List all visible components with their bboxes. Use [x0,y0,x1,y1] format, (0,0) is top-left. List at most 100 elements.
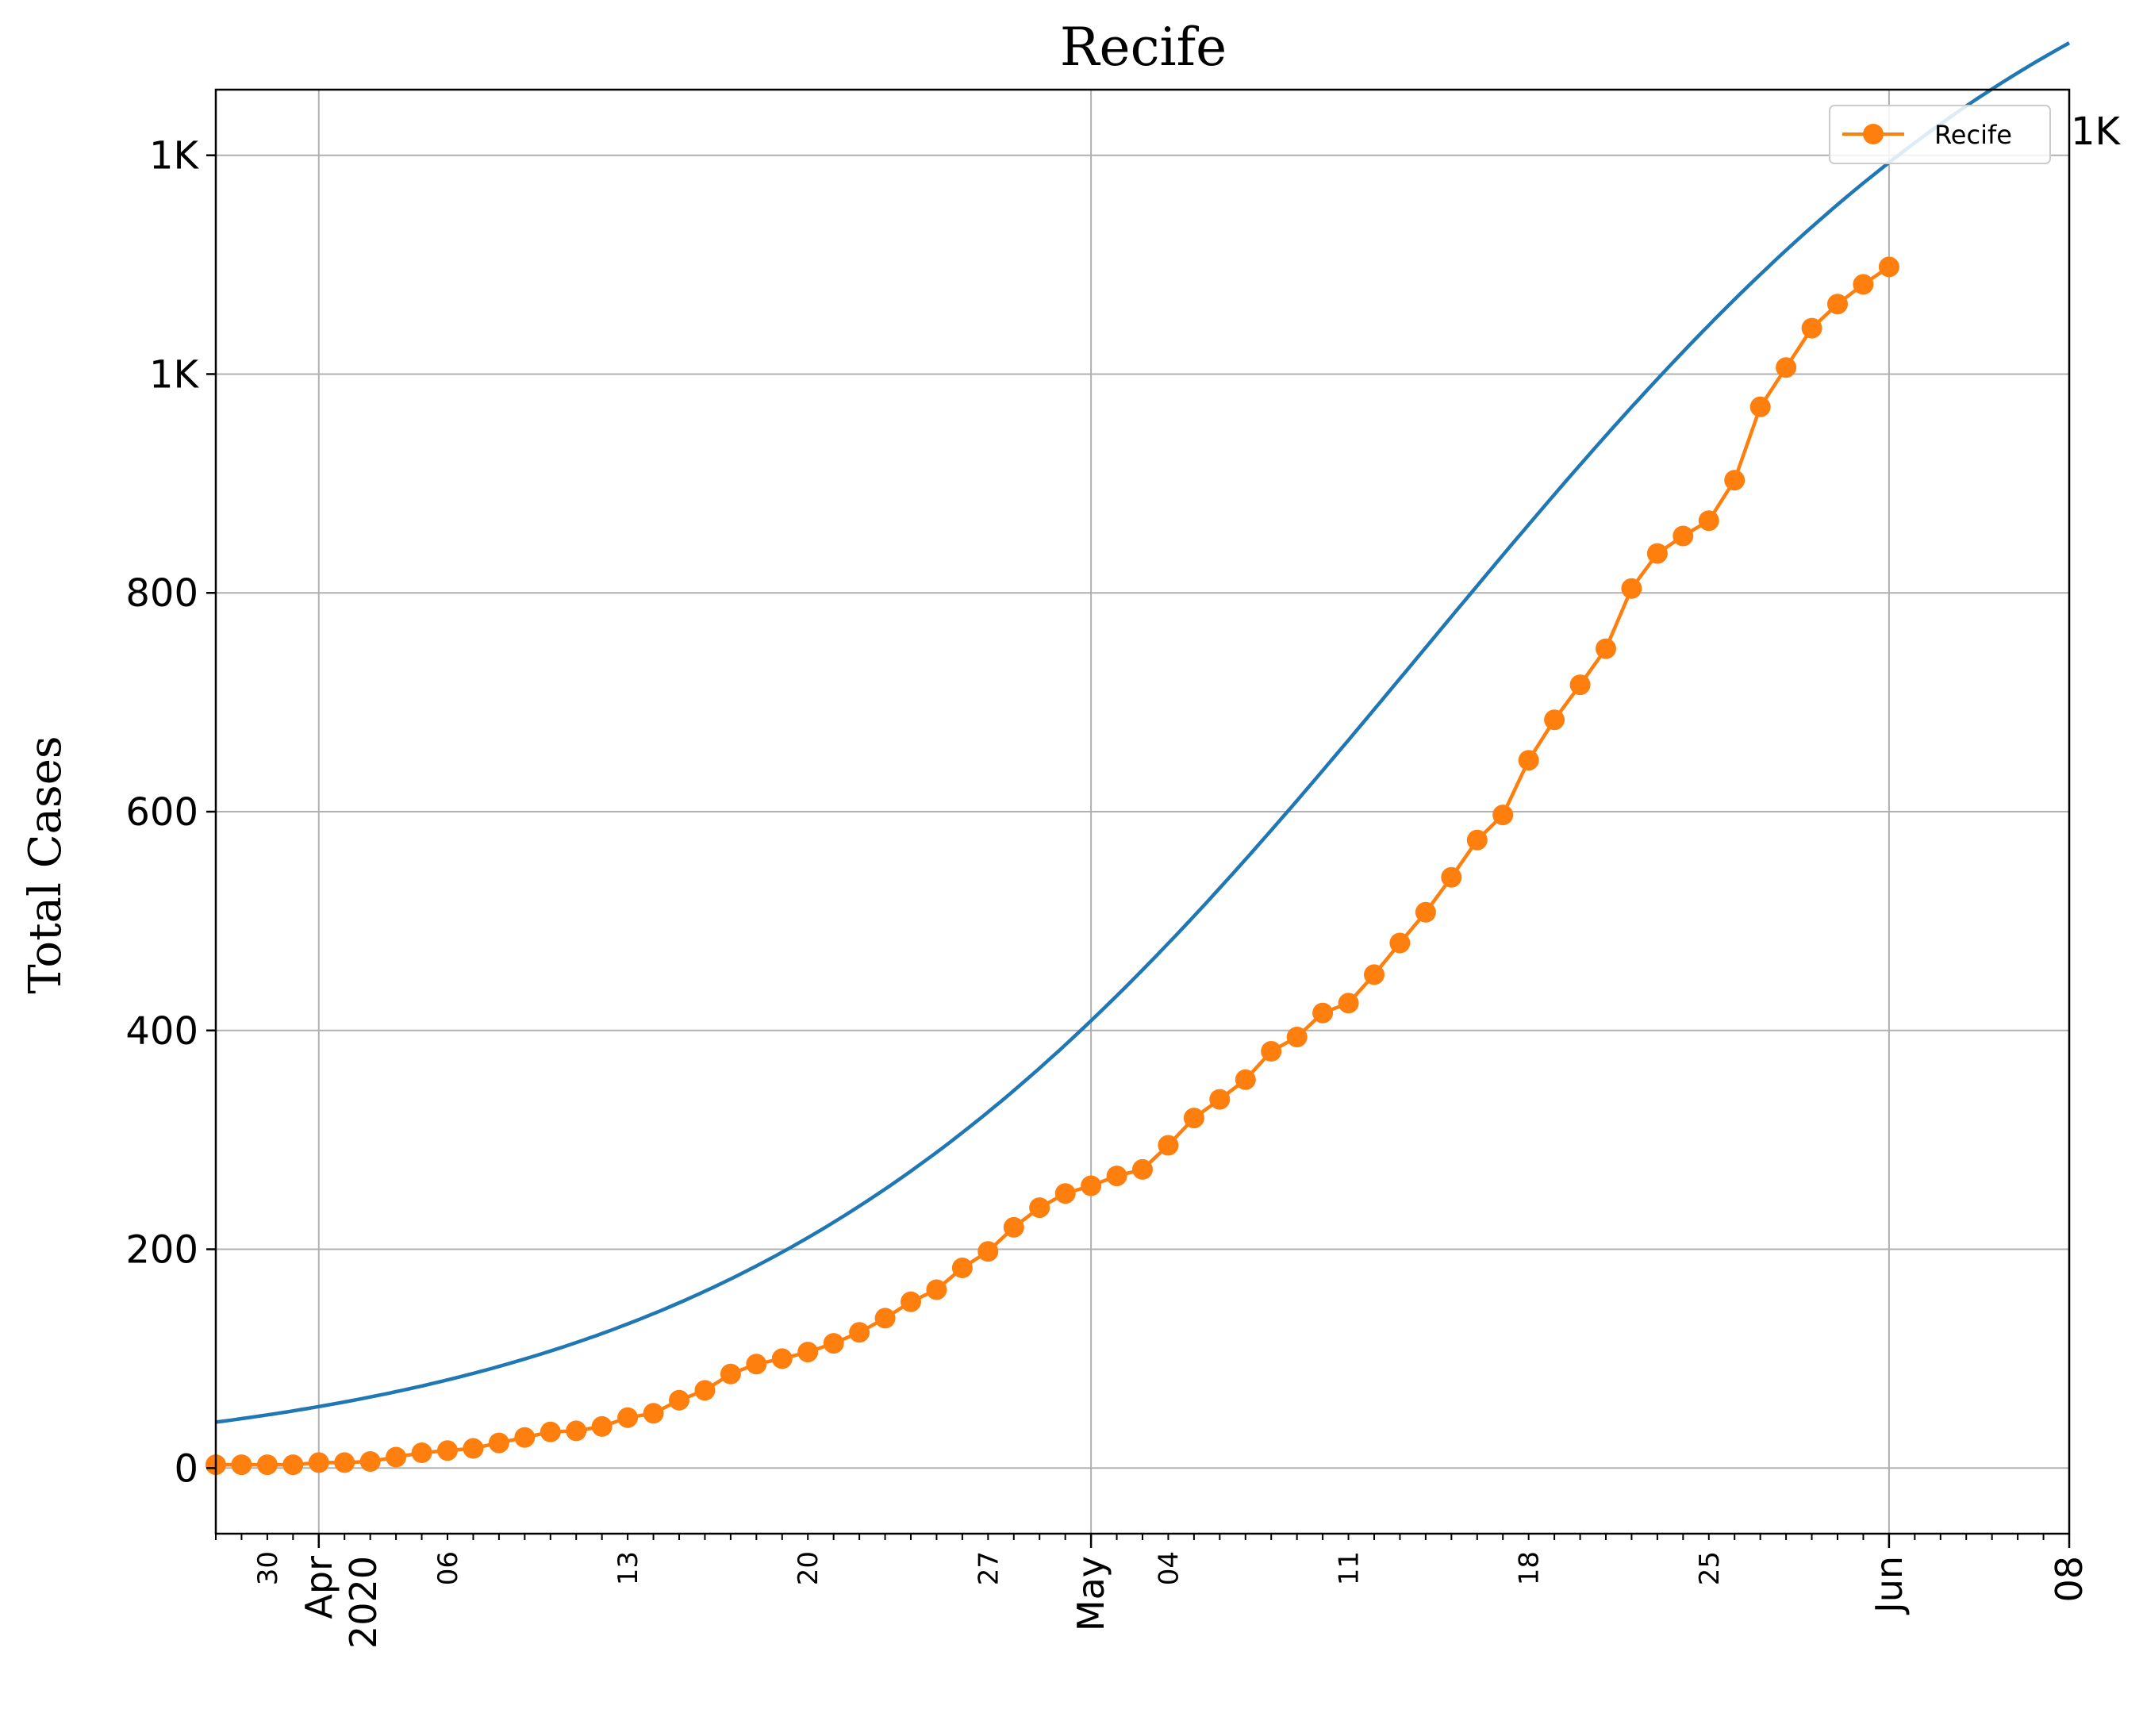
observed-point [1286,1027,1308,1047]
x-major-tick-label: Jun [1868,1556,1911,1615]
x-major-tick-label: 08 [2048,1556,2091,1603]
observed-point [1441,866,1462,888]
observed-point [1029,1197,1050,1219]
legend-entry-recife: Recife [1934,120,2012,150]
observed-point [1544,709,1565,731]
observed-point [386,1446,407,1468]
observed-point [256,1454,278,1476]
observed-point [591,1415,613,1437]
observed-point [1492,805,1514,826]
observed-series [205,256,1899,1476]
x-minor-tick-label: 20 [793,1551,824,1585]
observed-point [926,1279,947,1300]
observed-point [746,1354,767,1375]
observed-point [411,1442,432,1463]
x-major-tick-label: 2020 [342,1556,385,1649]
observed-point [308,1452,329,1473]
x-minor-tick-label: 18 [1514,1551,1546,1585]
x-minor-tick-label: 06 [432,1551,464,1585]
y-axis: 0 200 400 600 800 1K 1K [125,134,216,1491]
observed-point [231,1454,252,1476]
y-tick-label: 200 [125,1228,198,1273]
observed-point [643,1403,664,1424]
observed-point [1235,1069,1256,1090]
x-minor-tick-label: 04 [1153,1551,1185,1585]
observed-point [1878,256,1899,278]
legend-marker [1863,124,1884,144]
y-tick-label: 0 [174,1446,198,1491]
observed-point [1518,750,1539,771]
observed-point [463,1438,484,1459]
observed-point [669,1389,689,1411]
observed-point [1673,525,1694,547]
observed-point [1569,674,1591,696]
observed-point [1776,357,1797,378]
x-minor-tick-label: 13 [613,1551,644,1585]
observed-point [951,1258,973,1278]
observed-point [566,1420,587,1442]
observed-line [216,265,1891,1467]
observed-point [720,1363,741,1385]
legend: Recife [1829,105,2051,164]
observed-point [977,1241,999,1262]
y-tick-label: 1K [149,134,200,179]
observed-point [1853,274,1874,295]
x-major-tick-label: May [1070,1556,1112,1631]
observed-point [1054,1183,1076,1204]
fit-curve [215,41,2071,1424]
observed-point [1364,964,1385,985]
grid [216,90,2070,1534]
observed-point [694,1380,716,1401]
y-axis-label: Total Cases [20,735,71,993]
y-tick-label: 1K [149,352,200,397]
observed-point [334,1452,355,1473]
observed-point [514,1427,536,1448]
observed-point [823,1333,844,1354]
observed-point [901,1291,921,1312]
observed-point [771,1348,793,1369]
chart-title: Recife [1060,17,1227,78]
observed-point [359,1451,381,1472]
observed-point [797,1342,819,1363]
observed-point [1389,932,1411,954]
observed-point [1415,901,1436,923]
observed-point [1749,396,1771,417]
observed-point [1698,510,1719,532]
observed-point [1132,1158,1153,1180]
observed-point [874,1308,896,1329]
y-tick-label: 800 [125,571,198,616]
x-axis: 30 06 13 20 27 04 11 18 25 Apr 2020 May Jun 08 [215,1534,2091,1649]
observed-point [1081,1175,1102,1196]
observed-point [1596,638,1616,659]
end-value-label: 1K [2071,109,2122,154]
y-tick-label: 400 [125,1009,198,1054]
observed-point [437,1440,458,1461]
observed-point [1801,317,1822,339]
legend-box [1829,105,2051,164]
observed-point [1827,294,1848,315]
observed-point [1183,1108,1204,1129]
y-tick-label: 600 [125,790,198,835]
observed-point [849,1322,870,1343]
observed-point [1646,543,1668,564]
observed-point [488,1432,509,1454]
observed-point [1466,829,1488,851]
x-minor-tick-label: 30 [252,1551,284,1585]
observed-point [282,1454,304,1476]
observed-point [1621,578,1642,599]
x-minor-tick-label: 27 [973,1551,1004,1585]
observed-point [1312,1002,1334,1024]
observed-point [1003,1216,1024,1238]
observed-point [1261,1041,1282,1062]
observed-point [540,1421,561,1442]
observed-point [1106,1166,1127,1187]
x-minor-tick-label: 11 [1334,1551,1365,1585]
x-major-tick-label: Apr [298,1556,340,1619]
fit-series [215,41,2071,1424]
x-minor-tick-label: 25 [1694,1551,1726,1585]
observed-point [1724,470,1746,491]
observed-point [1338,993,1359,1014]
observed-point [1158,1135,1179,1156]
observed-point [617,1407,639,1428]
